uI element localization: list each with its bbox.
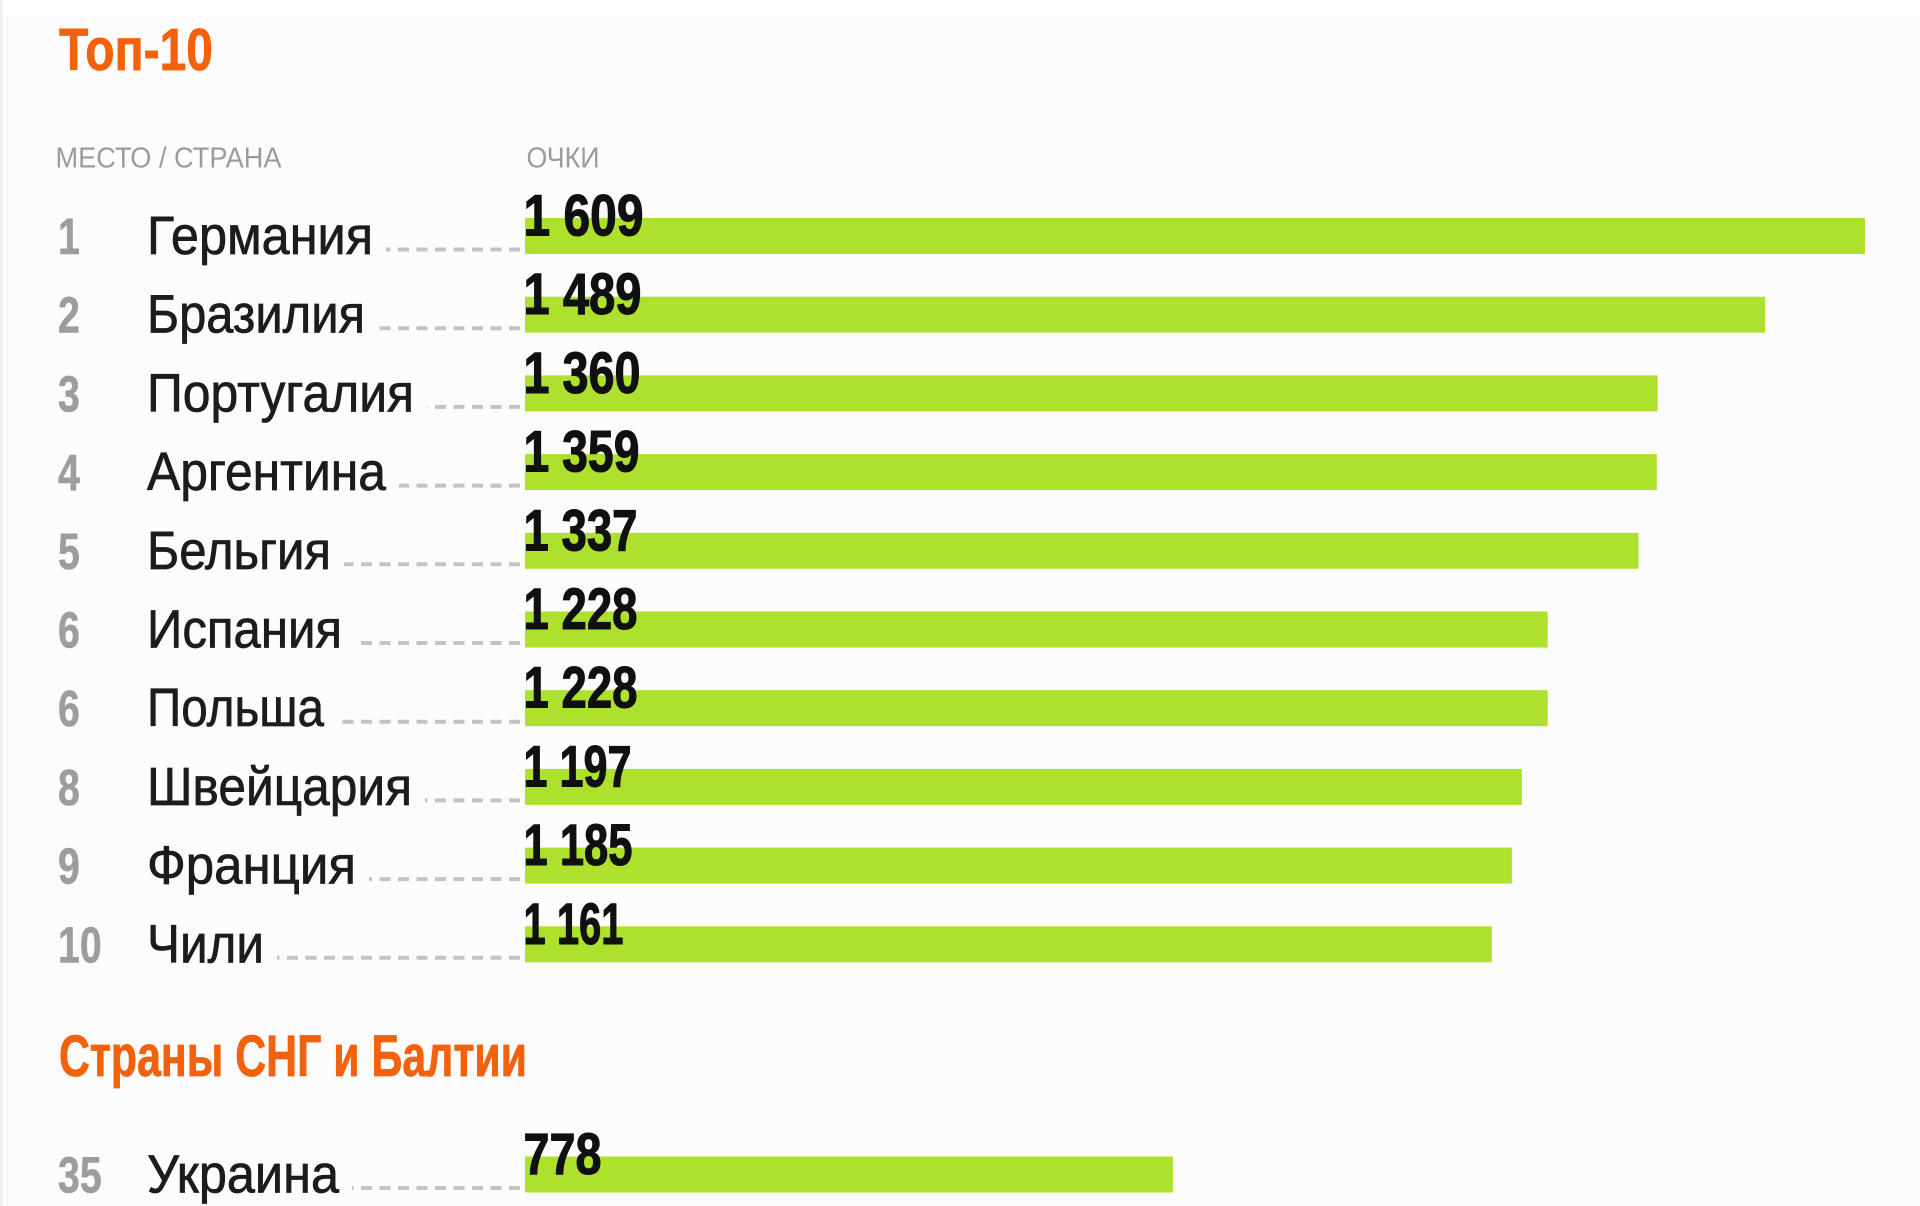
svg-text:8: 8 [58,759,80,816]
svg-text:Бельгия: Бельгия [147,522,331,581]
svg-text:Чили: Чили [147,915,264,974]
svg-text:Франция: Франция [147,837,356,896]
svg-text:6: 6 [58,680,80,737]
svg-text:10: 10 [58,916,102,973]
svg-text:1 360: 1 360 [524,341,641,406]
svg-text:1 161: 1 161 [524,892,624,957]
svg-text:4: 4 [58,444,80,501]
svg-text:Германия: Германия [147,207,373,266]
svg-text:Страны СНГ и Балтии: Страны СНГ и Балтии [59,1024,527,1089]
svg-text:1 489: 1 489 [524,262,642,327]
svg-text:35: 35 [58,1147,102,1204]
svg-text:1 337: 1 337 [524,498,638,563]
svg-text:3: 3 [58,365,80,422]
svg-text:5: 5 [58,523,80,580]
svg-text:Швейцария: Швейцария [147,758,412,817]
svg-text:1 185: 1 185 [524,813,633,878]
svg-text:Топ-10: Топ-10 [59,17,213,83]
svg-text:Украина: Украина [147,1146,339,1205]
svg-text:2: 2 [58,287,80,344]
svg-text:1: 1 [58,208,80,265]
svg-text:1 197: 1 197 [524,734,632,799]
svg-text:6: 6 [58,602,80,659]
svg-text:МЕСТО / СТРАНА: МЕСТО / СТРАНА [56,143,283,175]
svg-text:Аргентина: Аргентина [147,443,386,502]
svg-text:9: 9 [58,838,80,895]
svg-text:Бразилия: Бразилия [147,286,365,345]
svg-text:Польша: Польша [147,679,324,738]
svg-text:1 228: 1 228 [524,577,638,642]
svg-text:1 359: 1 359 [524,420,640,485]
svg-text:Португалия: Португалия [147,364,414,423]
svg-text:1 609: 1 609 [524,184,644,249]
svg-text:778: 778 [524,1122,602,1187]
svg-text:Испания: Испания [147,601,342,660]
svg-text:ОЧКИ: ОЧКИ [527,143,600,175]
svg-text:1 228: 1 228 [524,656,638,721]
